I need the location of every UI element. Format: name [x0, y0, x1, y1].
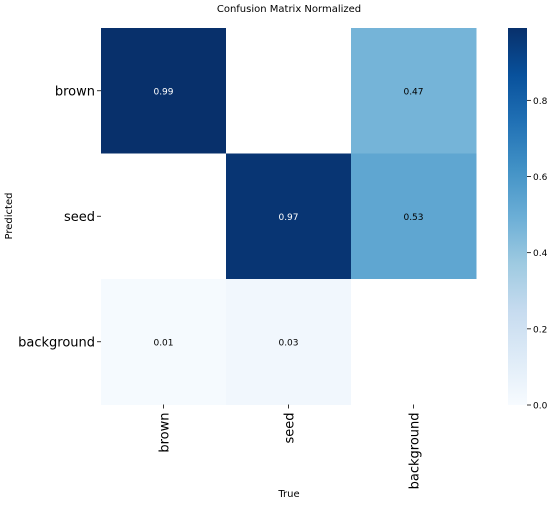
heatmap-cell	[101, 279, 227, 405]
colorbar	[508, 28, 527, 405]
heatmap-cell	[101, 28, 227, 154]
colorbar-ticks: 0.0 0.2 0.4 0.6 0.8	[527, 97, 548, 412]
heatmap-cell-labels: 0.99 0.47 0.97 0.53 0.01 0.03	[153, 87, 423, 348]
heatmap-cell	[351, 28, 477, 154]
cell-value-label: 0.97	[278, 213, 298, 223]
heatmap-cell	[226, 28, 352, 154]
colorbar-tick-label: 0.2	[533, 325, 547, 335]
y-axis-label: Predicted	[4, 193, 15, 240]
cell-value-label: 0.01	[153, 338, 173, 348]
x-tick-label: seed	[283, 413, 298, 444]
x-tick-label: background	[408, 413, 423, 490]
y-axis-ticks: brown seed background	[18, 84, 101, 350]
heatmap-cell	[351, 153, 477, 280]
heatmap-cell	[101, 153, 227, 280]
x-axis-label: True	[277, 489, 299, 500]
heatmap-cell	[226, 279, 352, 405]
y-tick-label: seed	[64, 210, 95, 225]
y-tick-label: background	[18, 335, 95, 350]
heatmap-cells	[101, 28, 477, 405]
colorbar-tick-label: 0.8	[533, 97, 548, 107]
colorbar-tick-label: 0.4	[533, 249, 548, 259]
chart-title: Confusion Matrix Normalized	[217, 4, 361, 15]
x-tick-label: brown	[158, 413, 173, 453]
heatmap-cell	[351, 279, 477, 405]
cell-value-label: 0.53	[403, 213, 423, 223]
cell-value-label: 0.99	[153, 87, 173, 97]
heatmap-cell	[226, 153, 352, 280]
colorbar-tick-label: 0.6	[533, 173, 548, 183]
cell-value-label: 0.03	[278, 338, 298, 348]
colorbar-tick-label: 0.0	[533, 402, 548, 412]
cell-value-label: 0.47	[403, 87, 423, 97]
x-axis-ticks: brown seed background	[158, 404, 423, 490]
y-tick-label: brown	[55, 84, 95, 99]
